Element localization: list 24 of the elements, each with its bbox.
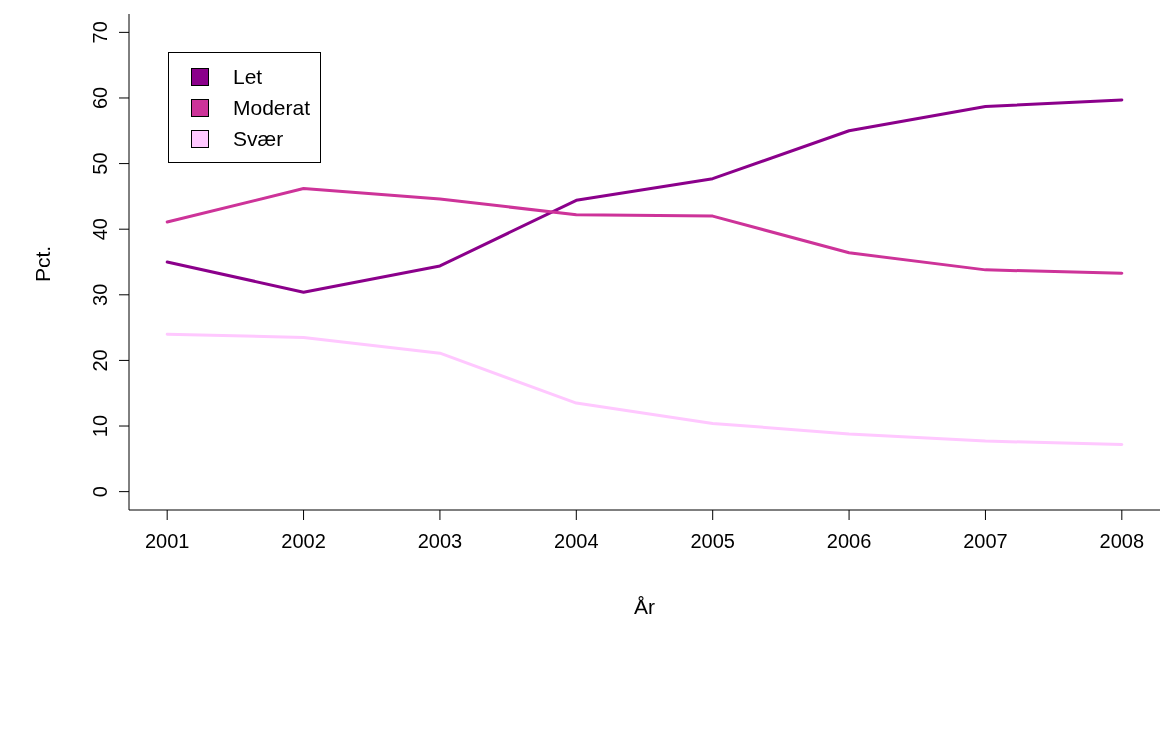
legend-label: Svær [233, 126, 284, 151]
line-series [165, 98, 1124, 294]
x-tick-label: 2007 [963, 530, 1008, 553]
y-tick-label: 30 [89, 283, 111, 306]
y-tick-label: 50 [89, 152, 111, 175]
y-tick-label: 10 [89, 414, 111, 438]
y-tick-label: 70 [89, 21, 111, 44]
legend-label: Let [233, 64, 263, 89]
x-tick-label: 2005 [690, 530, 735, 553]
y-tick-label: 60 [89, 86, 111, 110]
x-tick-label: 2004 [554, 530, 599, 553]
y-tick-label: 40 [89, 218, 111, 241]
x-axis-title: År [634, 595, 656, 618]
legend-label: Moderat [233, 95, 311, 120]
line-series [165, 332, 1124, 446]
line-series [165, 187, 1124, 275]
y-axis-title: Pct. [31, 245, 55, 282]
y-tick-label: 20 [89, 349, 111, 372]
y-tick-label: 0 [89, 486, 111, 498]
x-tick-label: 2001 [144, 530, 190, 553]
x-tick-label: 2006 [826, 530, 872, 553]
x-tick-label: 2003 [417, 530, 463, 553]
x-tick-label: 2008 [1099, 530, 1145, 553]
x-tick-label: 2002 [281, 530, 326, 553]
